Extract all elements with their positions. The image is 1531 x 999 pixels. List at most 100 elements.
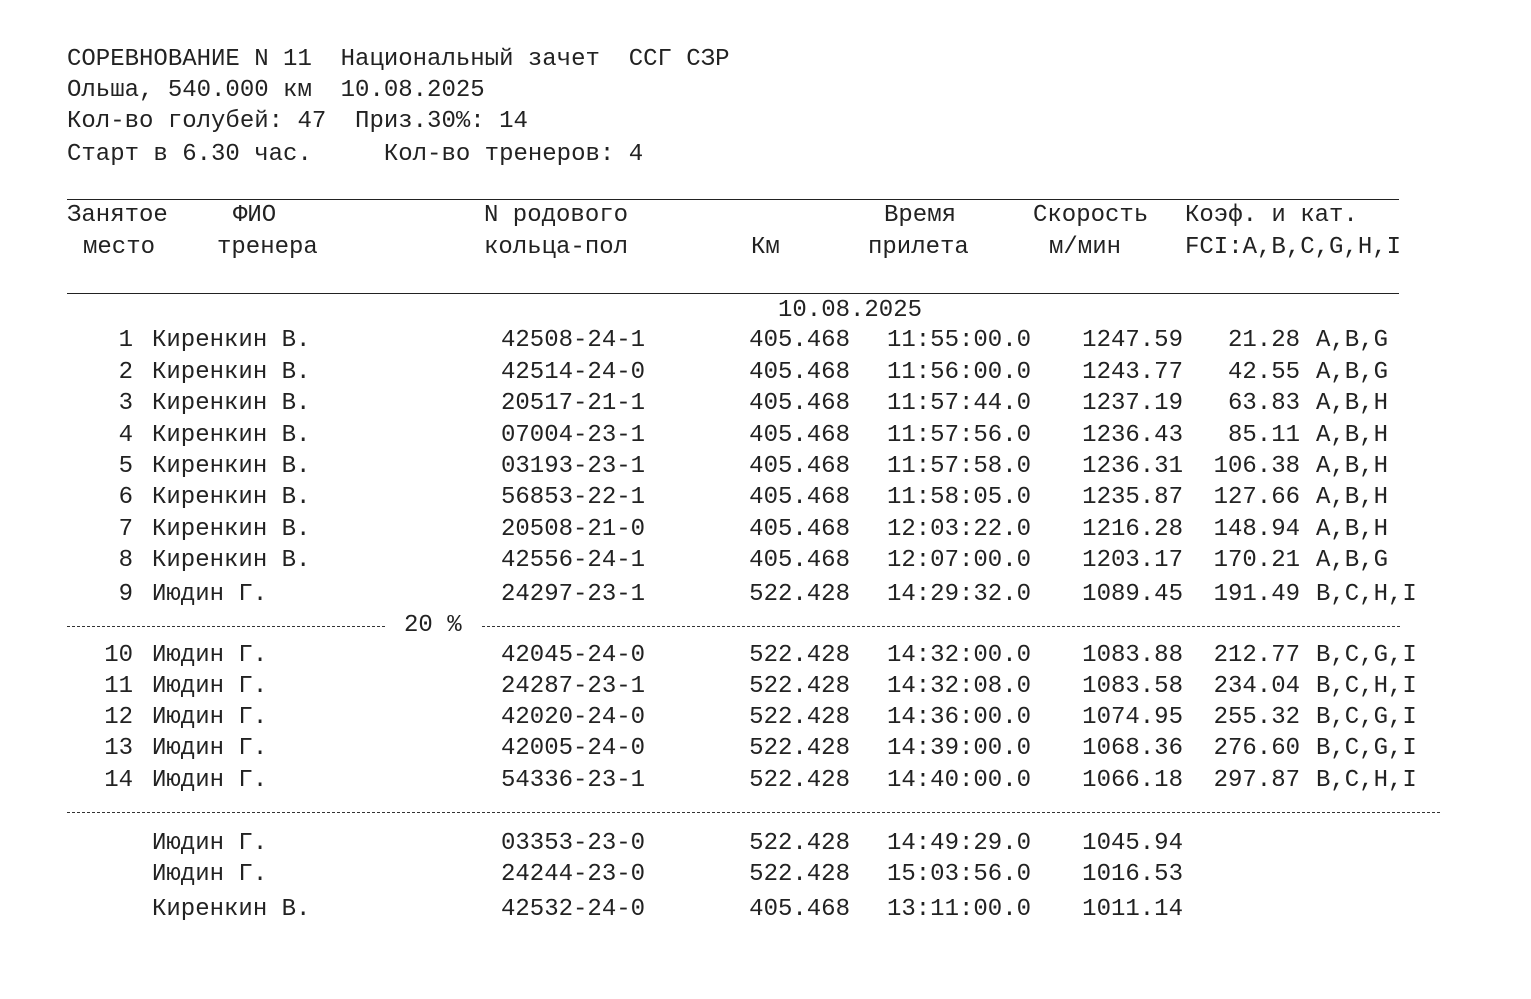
cell-time: 11:56:00.0 [886,359,1031,386]
cell-coef: 148.94 [1213,516,1300,543]
cell-speed: 1247.59 [1082,327,1183,354]
column-header: ФИО [233,202,277,229]
cell-coef: 212.77 [1213,642,1300,669]
cell-ring: 42514-24-0 [501,359,646,386]
cell-cat: A,B,G [1316,359,1389,386]
cell-name: Июдин Г. [152,861,268,888]
cell-ring: 20517-21-1 [501,390,646,417]
cell-km: 522.428 [749,704,850,731]
cell-name: Июдин Г. [152,673,268,700]
cell-name: Киренкин В. [152,359,311,386]
cell-speed: 1083.88 [1082,642,1183,669]
header-line: Ольша, 540.000 км 10.08.2025 [67,77,485,104]
cell-speed: 1083.58 [1082,673,1183,700]
cell-time: 12:07:00.0 [886,547,1031,574]
cell-speed: 1016.53 [1082,861,1183,888]
cell-km: 405.468 [749,896,850,923]
cell-place: 14 [104,767,133,794]
column-header: Занятое [67,202,168,229]
cell-km: 522.428 [749,673,850,700]
cell-ring: 42020-24-0 [501,704,646,731]
column-header: Скорость [1033,202,1149,229]
dashed-rule [482,626,1400,627]
cell-speed: 1045.94 [1082,830,1183,857]
cell-speed: 1089.45 [1082,581,1183,608]
cell-time: 14:49:29.0 [886,830,1031,857]
cell-name: Киренкин В. [152,547,311,574]
dashed-rule [67,626,385,627]
cell-ring: 56853-22-1 [501,484,646,511]
cell-name: Июдин Г. [152,735,268,762]
cell-time: 12:03:22.0 [886,516,1031,543]
cell-ring: 03193-23-1 [501,453,646,480]
column-header: м/мин [1049,234,1122,261]
cell-place: 10 [104,642,133,669]
cell-speed: 1074.95 [1082,704,1183,731]
header-line: Кол-во голубей: 47 Приз.30%: 14 [67,108,528,135]
cell-time: 11:58:05.0 [886,484,1031,511]
cell-place: 4 [118,422,133,449]
cell-place: 3 [118,390,133,417]
cell-ring: 42556-24-1 [501,547,646,574]
cell-place: 5 [118,453,133,480]
cell-km: 522.428 [749,767,850,794]
cell-time: 14:39:00.0 [886,735,1031,762]
cell-cat: A,B,H [1316,484,1389,511]
cell-time: 11:57:44.0 [886,390,1031,417]
column-header: Время [884,202,957,229]
cell-time: 14:32:08.0 [886,673,1031,700]
cell-ring: 07004-23-1 [501,422,646,449]
cell-km: 405.468 [749,547,850,574]
cell-name: Июдин Г. [152,704,268,731]
column-header: тренера [217,234,318,261]
cell-coef: 42.55 [1227,359,1300,386]
cell-place: 7 [118,516,133,543]
cell-time: 15:03:56.0 [886,861,1031,888]
cell-name: Киренкин В. [152,516,311,543]
cell-cat: B,C,H,I [1316,581,1417,608]
cell-km: 522.428 [749,830,850,857]
cell-km: 405.468 [749,453,850,480]
cell-name: Июдин Г. [152,581,268,608]
cell-cat: A,B,H [1316,453,1389,480]
cell-km: 405.468 [749,390,850,417]
cell-coef: 127.66 [1213,484,1300,511]
cell-cat: B,C,G,I [1316,642,1417,669]
cell-time: 14:32:00.0 [886,642,1031,669]
cell-speed: 1068.36 [1082,735,1183,762]
column-header: Коэф. и кат. [1185,202,1358,229]
cell-speed: 1216.28 [1082,516,1183,543]
cell-speed: 1066.18 [1082,767,1183,794]
cell-coef: 297.87 [1213,767,1300,794]
cell-time: 14:29:32.0 [886,581,1031,608]
cell-time: 14:40:00.0 [886,767,1031,794]
cell-coef: 276.60 [1213,735,1300,762]
cell-cat: A,B,H [1316,390,1389,417]
header-line: СОРЕВНОВАНИЕ N 11 Национальный зачет ССГ… [67,46,730,73]
cell-speed: 1011.14 [1082,896,1183,923]
cell-speed: 1235.87 [1082,484,1183,511]
prize-marker: 20 % [404,612,462,639]
cell-place: 12 [104,704,133,731]
cell-km: 522.428 [749,581,850,608]
cell-time: 11:57:58.0 [886,453,1031,480]
dashed-rule [67,812,1440,813]
rule [67,199,1399,200]
column-header: место [83,234,156,261]
cell-km: 405.468 [749,484,850,511]
cell-ring: 03353-23-0 [501,830,646,857]
cell-cat: B,C,G,I [1316,735,1417,762]
cell-place: 2 [118,359,133,386]
cell-km: 522.428 [749,735,850,762]
cell-name: Киренкин В. [152,453,311,480]
cell-speed: 1236.43 [1082,422,1183,449]
cell-place: 9 [118,581,133,608]
column-header: прилета [868,234,969,261]
cell-cat: A,B,G [1316,547,1389,574]
cell-cat: B,C,H,I [1316,767,1417,794]
header-line: Старт в 6.30 час. Кол-во тренеров: 4 [67,141,644,168]
cell-place: 13 [104,735,133,762]
cell-coef: 234.04 [1213,673,1300,700]
cell-ring: 20508-21-0 [501,516,646,543]
cell-cat: B,C,H,I [1316,673,1417,700]
